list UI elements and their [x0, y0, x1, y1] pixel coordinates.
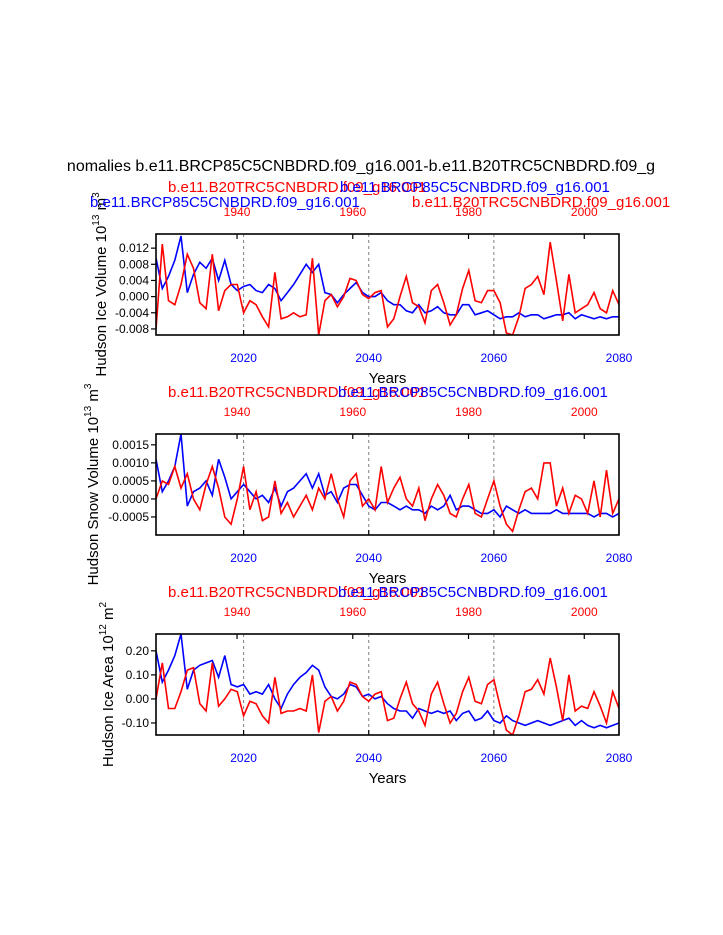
x-tick-label-top: 2000: [571, 205, 598, 219]
y-label-exponent: 12: [98, 624, 109, 636]
x-tick-label-bottom: 2060: [481, 551, 508, 565]
x-tick-label-top: 1940: [224, 405, 251, 419]
series-line-red: [156, 241, 619, 335]
y-axis-label: Hudson Ice Volume 1013 m3: [91, 192, 110, 377]
x-tick-label-bottom: 2020: [230, 351, 257, 365]
x-tick-label-bottom: 2040: [355, 751, 382, 765]
y-tick-label: -0.008: [115, 322, 149, 336]
y-tick-label: -0.0005: [108, 510, 149, 524]
y-tick-label: 0.0000: [112, 492, 149, 506]
y-tick-label: 0.000: [119, 290, 149, 304]
panel-title-blue-2: b.e11.BRCP85C5CNBDRD.f09_g16.001: [90, 194, 360, 211]
y-tick-label: 0.00: [126, 692, 150, 706]
y-label-exponent: 13: [83, 405, 94, 417]
x-axis-label: Years: [369, 570, 407, 587]
panel-title-red-2: b.e11.B20TRC5CNBDRD.f09_g16.001: [412, 194, 670, 211]
y-tick-label: 0.004: [119, 273, 149, 287]
series-line-blue: [156, 634, 619, 729]
series-line-red: [156, 657, 619, 735]
y-label-exponent: 13: [91, 214, 102, 226]
x-tick-label-bottom: 2020: [230, 751, 257, 765]
y-label-unit-exponent: 3: [83, 383, 94, 389]
x-axis-label: Years: [369, 370, 407, 387]
x-tick-label-top: 1940: [224, 205, 251, 219]
x-tick-label-bottom: 2080: [606, 351, 633, 365]
x-tick-label-bottom: 2080: [606, 751, 633, 765]
y-tick-label: 0.20: [126, 644, 150, 658]
panel-title-blue: b.e11.BRCP85C5CNBDRD.f09_g16.001: [338, 384, 608, 401]
panel-title-red: b.e11.B20TRC5CNBDRD.f09_g16.001: [168, 584, 426, 601]
x-tick-label-bottom: 2060: [481, 751, 508, 765]
x-tick-label-top: 1940: [224, 605, 251, 619]
y-label-unit: m: [85, 389, 102, 402]
y-tick-label: 0.012: [119, 241, 149, 255]
panel-title-blue: b.e11.BRCP85C5CNBDRD.f09_g16.001: [338, 584, 608, 601]
panel-title-red: b.e11.B20TRC5CNBDRD.f09_g16.001: [168, 384, 426, 401]
y-tick-label: 0.0010: [112, 456, 149, 470]
x-tick-label-bottom: 2060: [481, 351, 508, 365]
x-tick-label-bottom: 2040: [355, 551, 382, 565]
panel-title-blue: b.e11.BRCP85C5CNBDRD.f09_g16.001: [340, 179, 610, 196]
y-label-main: Hudson Ice Volume 10: [93, 226, 110, 377]
panel-snow-volume: 0.0015 0.0010 0.0005 0.0000 -0.0005 2020 2040 2…: [83, 383, 633, 587]
x-tick-label-top: 2000: [571, 605, 598, 619]
y-tick-label: 0.008: [119, 257, 149, 271]
plot-frame: [155, 233, 620, 336]
x-tick-label-bottom: 2040: [355, 351, 382, 365]
x-tick-label-top: 1980: [455, 205, 482, 219]
y-tick-label: -0.004: [115, 306, 149, 320]
x-tick-label-top: 1960: [339, 605, 366, 619]
y-axis-label: Hudson Snow Volume 1013 m3: [83, 383, 102, 585]
panels: 0.012 0.008 0.004 0.000 -0.004 -0.008 2020 2040…: [83, 179, 670, 787]
x-axis-label: Years: [369, 770, 407, 787]
x-tick-label-top: 2000: [571, 405, 598, 419]
y-tick-label: 0.0005: [112, 474, 149, 488]
y-label-unit: m: [93, 198, 110, 211]
plot-frame: [155, 433, 620, 536]
x-tick-label-bottom: 2020: [230, 551, 257, 565]
series-line-blue: [156, 235, 619, 320]
y-label-unit: m: [100, 608, 117, 621]
x-tick-label-top: 1980: [455, 405, 482, 419]
panel-title-red: b.e11.B20TRC5CNBDRD.f09_g16.001: [168, 179, 426, 196]
x-tick-label-bottom: 2080: [606, 551, 633, 565]
y-axis-label: Hudson Ice Area 1012 m2: [98, 602, 117, 768]
series-line-blue: [156, 434, 619, 519]
x-tick-label-top: 1980: [455, 605, 482, 619]
y-label-unit-exponent: 3: [91, 192, 102, 198]
main-title: nomalies b.e11.BRCP85C5CNBDRD.f09_g16.00…: [67, 158, 655, 175]
x-tick-label-top: 1960: [339, 405, 366, 419]
y-label-main: Hudson Ice Area 10: [100, 635, 117, 767]
y-label-main: Hudson Snow Volume 10: [85, 417, 102, 585]
panel-ice-volume: 0.012 0.008 0.004 0.000 -0.004 -0.008 2020 2040…: [90, 179, 670, 387]
y-tick-label: 0.10: [126, 668, 150, 682]
plot-frame: [155, 633, 620, 736]
y-tick-label: 0.0015: [112, 438, 149, 452]
y-tick-label: -0.10: [122, 716, 150, 730]
panel-ice-area: 0.20 0.10 0.00 -0.10 2020 2040 2060 2080 1940 196…: [98, 584, 633, 787]
y-label-unit-exponent: 2: [98, 602, 109, 608]
series-line-red: [156, 462, 619, 534]
x-tick-label-top: 1960: [339, 205, 366, 219]
